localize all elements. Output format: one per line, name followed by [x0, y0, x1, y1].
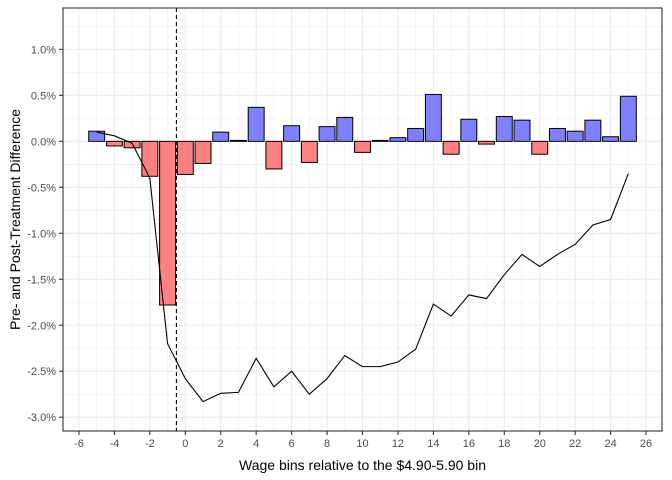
x-tick-label: 20 — [534, 438, 546, 450]
grid — [63, 8, 662, 431]
y-tick-label: 1.0% — [31, 44, 56, 56]
x-tick-label: 18 — [498, 438, 510, 450]
axis-ticks — [59, 48, 647, 435]
bar — [283, 125, 301, 142]
y-tick-label: -2.5% — [27, 366, 56, 378]
bar — [531, 140, 549, 155]
bar — [194, 140, 212, 164]
x-tick-label: -4 — [110, 438, 120, 450]
y-tick-label: -3.0% — [27, 412, 56, 424]
bar — [336, 116, 354, 142]
bar — [602, 136, 620, 142]
bar — [513, 119, 531, 142]
bar — [88, 130, 106, 142]
x-tick-labels: -6 -4 -2 0 2 4 6 8 10 12 14 16 18 20 22 24 26 — [74, 438, 652, 450]
x-tick-label: 24 — [604, 438, 616, 450]
bar — [123, 140, 141, 149]
x-tick-label: -6 — [74, 438, 84, 450]
bar — [300, 140, 318, 163]
x-tick-label: -2 — [145, 438, 155, 450]
bar — [229, 139, 247, 142]
bar — [407, 127, 425, 142]
x-axis-title: Wage bins relative to the $4.90-5.90 bin — [239, 457, 486, 473]
bar — [371, 139, 389, 142]
bars — [88, 93, 637, 306]
x-tick-label: 6 — [289, 438, 295, 450]
x-tick-label: 14 — [427, 438, 439, 450]
y-tick-label: 0.5% — [31, 90, 56, 102]
bar — [354, 140, 371, 153]
bar — [141, 140, 159, 177]
y-tick-label: -2.0% — [27, 320, 56, 332]
bar — [619, 95, 637, 142]
bar — [318, 126, 336, 142]
y-tick-label: -1.5% — [27, 274, 56, 286]
bar — [495, 116, 513, 142]
bar — [265, 140, 283, 170]
y-tick-label: -1.0% — [27, 228, 56, 240]
x-tick-label: 12 — [392, 438, 404, 450]
x-tick-label: 0 — [182, 438, 188, 450]
x-tick-label: 4 — [253, 438, 259, 450]
y-tick-label: -0.5% — [27, 182, 56, 194]
x-tick-label: 2 — [218, 438, 224, 450]
bar — [105, 140, 123, 147]
bar — [442, 140, 460, 155]
series-line — [96, 131, 629, 403]
bar — [548, 127, 566, 142]
bar — [247, 106, 265, 142]
y-tick-labels: 1.0% 0.5% 0.0% -0.5% -1.0% -1.5% -2.0% -2.5% -3.… — [27, 44, 56, 424]
x-tick-label: 16 — [463, 438, 475, 450]
bar — [424, 93, 442, 142]
x-tick-label: 26 — [640, 438, 652, 450]
bar — [159, 140, 177, 306]
bar — [176, 140, 194, 175]
bar — [389, 137, 407, 142]
y-tick-label: 0.0% — [31, 136, 56, 148]
bar — [212, 131, 230, 142]
x-tick-label: 22 — [569, 438, 581, 450]
x-tick-label: 8 — [324, 438, 330, 450]
cumulative-line — [96, 131, 629, 403]
y-axis-title: Pre- and Post-Treatment Difference — [7, 109, 23, 330]
bar — [584, 119, 602, 142]
x-tick-label: 10 — [356, 438, 368, 450]
bar — [460, 118, 478, 142]
bar — [478, 140, 496, 145]
bar — [566, 130, 584, 142]
